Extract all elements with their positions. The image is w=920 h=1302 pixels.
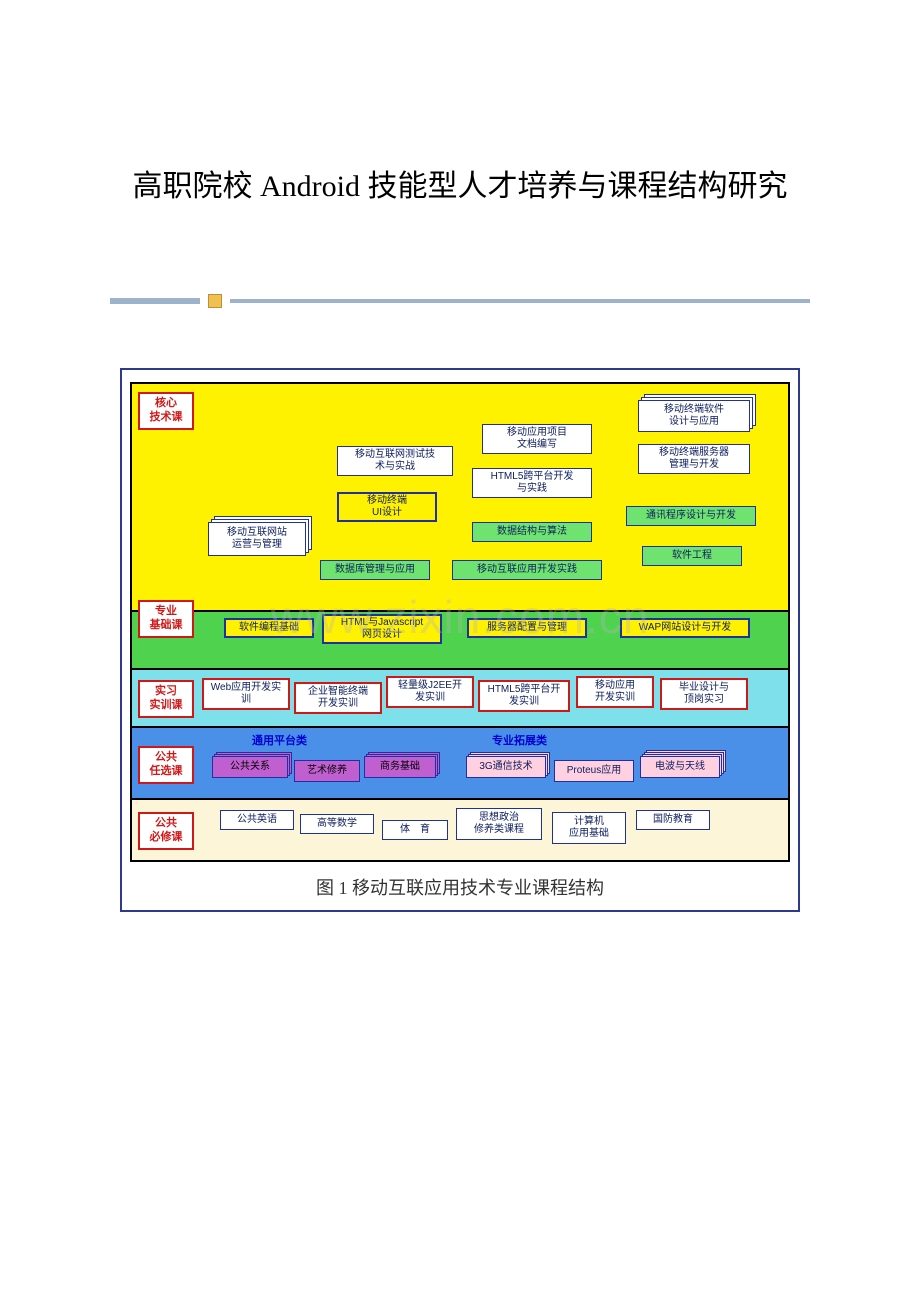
page-title: 高职院校 Android 技能型人才培养与课程结构研究 <box>0 160 920 214</box>
box-pro-p1: 软件编程基础 <box>224 618 314 638</box>
box-required-r3: 体 育 <box>382 820 448 840</box>
box-core-c9: 移动终端软件设计与应用 <box>638 400 750 432</box>
box-practice-t4: HTML5跨平台开发实训 <box>478 680 570 712</box>
box-core-c4: 数据库管理与应用 <box>320 560 430 580</box>
tier-practice: 实习实训课 Web应用开发实训 企业智能终端开发实训 轻量级J2EE开发实训 H… <box>130 670 790 728</box>
label-pro-foundation: 专业基础课 <box>138 600 194 638</box>
tier-required: 公共必修课 公共英语 高等数学 体 育 思想政治修养类课程 计算机应用基础 国防… <box>130 800 790 862</box>
curriculum-diagram: 核心技术课 移动互联网站运营与管理 移动互联网测试技术与实战 移动终端UI设计 … <box>130 382 790 862</box>
box-elective-e6: 电波与天线 <box>640 756 720 778</box>
box-practice-t3: 轻量级J2EE开发实训 <box>386 676 474 708</box>
box-required-r4: 思想政治修养类课程 <box>456 808 542 840</box>
box-pro-p3: 服务器配置与管理 <box>467 618 587 638</box>
box-core-c3: 移动终端UI设计 <box>337 492 437 522</box>
box-required-r5: 计算机应用基础 <box>552 812 626 844</box>
tier-elective: 公共任选课 通用平台类 专业拓展类 公共关系 艺术修养 商务基础 3G通信技术 … <box>130 728 790 800</box>
box-elective-e5: Proteus应用 <box>554 760 634 782</box>
box-required-r2: 高等数学 <box>300 814 374 834</box>
stack-elective-e1: 公共关系 <box>212 756 288 778</box>
diagram-container: 核心技术课 移动互联网站运营与管理 移动互联网测试技术与实战 移动终端UI设计 … <box>120 368 800 912</box>
stack-elective-e6: 电波与天线 <box>640 756 720 778</box>
box-elective-e4: 3G通信技术 <box>466 756 546 778</box>
label-elective: 公共任选课 <box>138 746 194 784</box>
label-practice: 实习实训课 <box>138 680 194 718</box>
category-platform: 通用平台类 <box>252 732 307 748</box>
category-extension: 专业拓展类 <box>492 732 547 748</box>
divider <box>110 294 810 308</box>
box-elective-e1: 公共关系 <box>212 756 288 778</box>
box-core-c6: HTML5跨平台开发与实践 <box>472 468 592 498</box>
box-core-c5: 移动应用项目文档编写 <box>482 424 592 454</box>
box-pro-p2: HTML与Javascript网页设计 <box>322 614 442 644</box>
stack-core-c9: 移动终端软件设计与应用 <box>638 400 750 432</box>
box-core-c7: 数据结构与算法 <box>472 522 592 542</box>
divider-segment-left <box>110 298 200 304</box>
box-elective-e3: 商务基础 <box>364 756 436 778</box>
box-core-c8: 移动互联应用开发实践 <box>452 560 602 580</box>
tier-pro-foundation: 专业基础课 软件编程基础 HTML与Javascript网页设计 服务器配置与管… <box>130 612 790 670</box>
box-practice-t6: 毕业设计与顶岗实习 <box>660 678 748 710</box>
box-practice-t1: Web应用开发实训 <box>202 678 290 710</box>
box-core-c2: 移动互联网测试技术与实战 <box>337 446 453 476</box>
box-required-r6: 国防教育 <box>636 810 710 830</box>
box-core-c11: 通讯程序设计与开发 <box>626 506 756 526</box>
box-practice-t2: 企业智能终端开发实训 <box>294 682 382 714</box>
box-core-c10: 移动终端服务器管理与开发 <box>638 444 750 474</box>
stack-elective-e4: 3G通信技术 <box>466 756 546 778</box>
box-required-r1: 公共英语 <box>220 810 294 830</box>
box-core-c12: 软件工程 <box>642 546 742 566</box>
divider-gap <box>200 298 208 304</box>
divider-segment-right <box>230 299 810 303</box>
box-core-c1: 移动互联网站运营与管理 <box>208 522 306 556</box>
box-practice-t5: 移动应用开发实训 <box>576 676 654 708</box>
diagram-caption: 图 1 移动互联应用技术专业课程结构 <box>130 874 790 900</box>
stack-core-c1: 移动互联网站运营与管理 <box>208 522 306 556</box>
label-core-tech: 核心技术课 <box>138 392 194 430</box>
tier-core-tech: 核心技术课 移动互联网站运营与管理 移动互联网测试技术与实战 移动终端UI设计 … <box>130 382 790 612</box>
label-required: 公共必修课 <box>138 812 194 850</box>
divider-marker <box>208 294 222 308</box>
box-elective-e2: 艺术修养 <box>294 760 360 782</box>
stack-elective-e3: 商务基础 <box>364 756 436 778</box>
box-pro-p4: WAP网站设计与开发 <box>620 618 750 638</box>
